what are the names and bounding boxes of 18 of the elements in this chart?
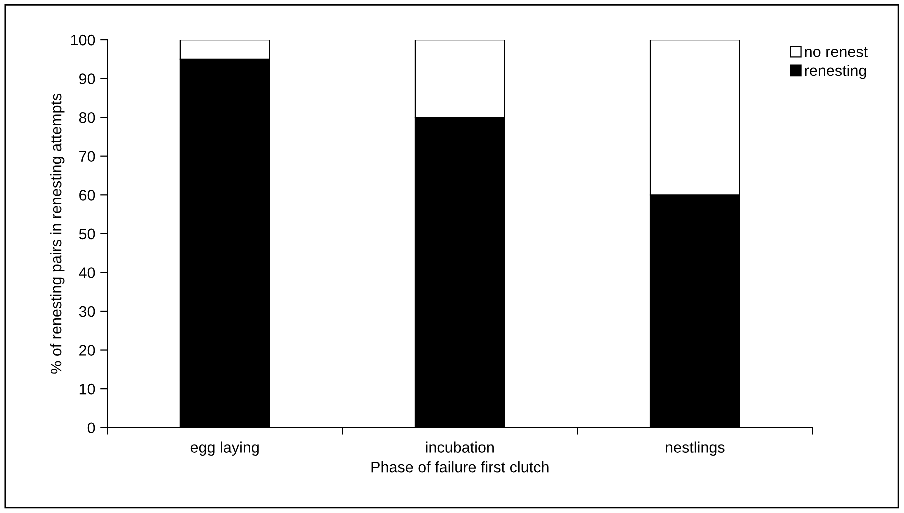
y-tick-label: 80 [79,112,96,124]
y-tick-label: 20 [80,345,96,356]
x-tick-label: nestlings [666,442,725,456]
y-tick-label: 100 [71,34,96,46]
legend-label: no renest [805,47,868,58]
y-tick-label: 10 [80,384,96,395]
legend-label: renesting [805,64,866,80]
y-tick-label: 70 [80,151,96,162]
y-tick-label: 90 [79,74,96,84]
x-axis-title: Phase of failure first clutch [372,462,549,473]
x-tick-label: egg laying [190,442,259,456]
y-tick-label: 0 [88,422,96,434]
y-axis-title: % of renesting pairs in renesting attempts [50,94,65,374]
x-tick-label: incubation [426,442,494,453]
y-tick-label: 60 [80,190,96,201]
y-tick-label: 40 [79,268,96,278]
y-tick-label: 50 [79,228,96,240]
y-tick-label: 30 [79,306,96,318]
